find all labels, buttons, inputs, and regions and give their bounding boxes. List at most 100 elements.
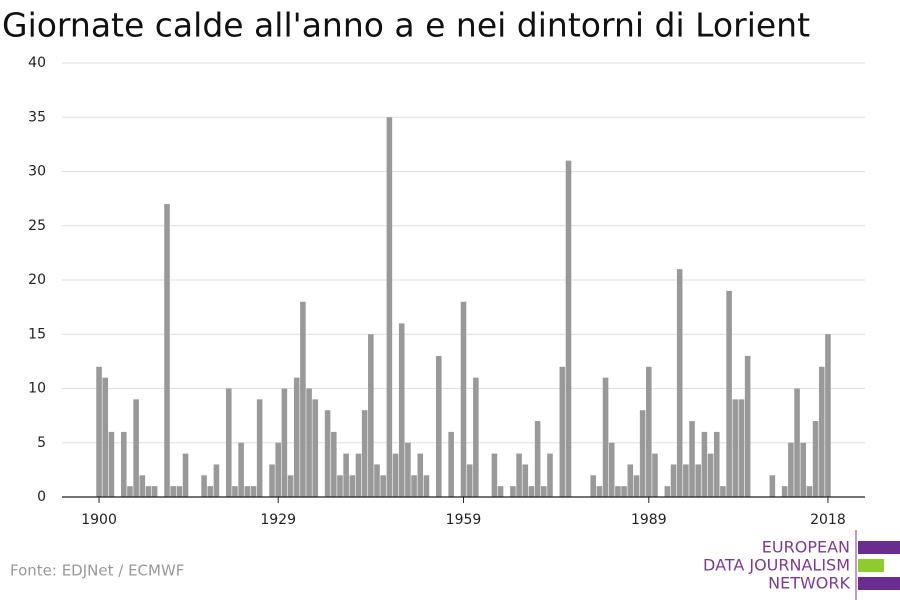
logo-bar (858, 577, 900, 590)
bar (133, 399, 139, 497)
bar (349, 475, 356, 497)
bar (460, 301, 467, 497)
bar (361, 410, 368, 497)
x-tick-label: 1900 (81, 512, 117, 528)
bar (615, 486, 621, 497)
bar (232, 486, 238, 497)
bar (720, 486, 726, 497)
y-tick-label: 40 (28, 55, 46, 71)
bar (633, 475, 640, 497)
bar (102, 377, 109, 497)
y-tick-label: 10 (28, 381, 46, 397)
y-tick-label: 25 (28, 218, 46, 234)
bar (238, 442, 244, 497)
bar (300, 301, 306, 497)
bar (726, 290, 732, 497)
bar (547, 453, 553, 497)
y-tick-label: 20 (28, 272, 46, 288)
bar (473, 377, 479, 497)
bar (139, 475, 146, 497)
bar (207, 486, 214, 497)
bar (510, 486, 516, 497)
bar (676, 269, 683, 497)
bar (788, 442, 794, 497)
logo-text: NETWORK (768, 574, 850, 593)
bar (386, 117, 393, 497)
bar (244, 486, 251, 497)
bar (355, 453, 362, 497)
y-tick-label: 35 (28, 109, 46, 125)
bar (781, 486, 788, 497)
y-tick-label: 15 (28, 326, 46, 342)
bar (392, 453, 399, 497)
bar (713, 431, 720, 497)
bar (522, 464, 529, 497)
logo-text: DATA JOURNALISM (703, 556, 850, 575)
bar (646, 366, 652, 497)
logo-bar (858, 559, 884, 572)
bar (256, 399, 263, 497)
bar (818, 366, 825, 497)
bar (769, 475, 776, 497)
bar (541, 486, 547, 497)
x-tick-label: 1989 (631, 512, 667, 528)
bar (306, 388, 312, 497)
bar (825, 334, 831, 497)
bar (497, 486, 504, 497)
bar (652, 453, 658, 497)
bar (337, 475, 343, 497)
bar (707, 453, 714, 497)
bar (343, 453, 349, 497)
bar (170, 486, 176, 497)
x-tick-label: 1929 (260, 512, 296, 528)
bar (683, 464, 689, 497)
bar (800, 442, 807, 497)
bar (182, 453, 189, 497)
bar (701, 431, 708, 497)
bar (812, 421, 819, 497)
bar (602, 377, 609, 497)
bar (269, 464, 275, 497)
bar (281, 388, 288, 497)
bar (608, 442, 615, 497)
bar (324, 410, 331, 497)
bar (250, 486, 257, 497)
logo-bar (858, 541, 900, 554)
bar (201, 475, 207, 497)
chart-title: Giornate calde all'anno a e nei dintorni… (2, 6, 810, 45)
bar (806, 486, 813, 497)
bar (596, 486, 603, 497)
bar (225, 388, 232, 497)
bar (639, 410, 646, 497)
bar (312, 399, 319, 497)
y-tick-label: 30 (28, 164, 46, 180)
bar (534, 421, 541, 497)
bar (559, 366, 566, 497)
bar (627, 464, 634, 497)
bar (127, 486, 133, 497)
bar (744, 355, 751, 497)
bar (164, 204, 170, 498)
bar (466, 464, 473, 497)
bar (436, 355, 442, 497)
bar (590, 475, 597, 497)
bar (689, 421, 695, 497)
bar (528, 486, 535, 497)
bar (287, 475, 294, 497)
bar (293, 377, 300, 497)
bar (368, 334, 374, 497)
bar (405, 442, 411, 497)
bar (738, 399, 745, 497)
bar (670, 464, 677, 497)
bar (732, 399, 739, 497)
bar (374, 464, 380, 497)
bar (176, 486, 183, 497)
bar (565, 160, 572, 497)
bar (213, 464, 220, 497)
bar (151, 486, 158, 497)
bar (275, 442, 281, 497)
y-tick-label: 0 (37, 489, 46, 505)
logo-text: EUROPEAN (762, 538, 850, 557)
bar (411, 475, 417, 497)
